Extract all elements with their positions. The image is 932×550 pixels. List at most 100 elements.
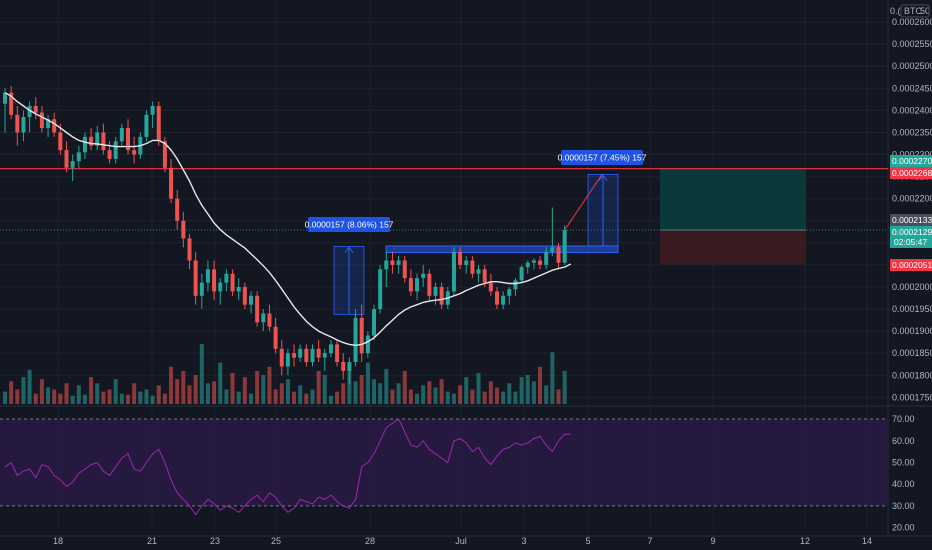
breakout-rectangle[interactable]	[385, 245, 619, 254]
volume-bar	[224, 389, 229, 404]
measure-right-label[interactable]: 0.0000157 (7.45%) 157	[558, 150, 647, 165]
volume-bar	[218, 362, 223, 404]
volume-bar	[82, 394, 87, 404]
price-tag-text: 0.0002270	[892, 156, 932, 166]
volume-bar	[162, 393, 167, 404]
price-tag-bg	[890, 214, 932, 226]
volume-bar	[482, 391, 487, 404]
volume-bar	[89, 377, 94, 404]
candle-body	[433, 286, 438, 296]
volume-bar	[335, 391, 340, 404]
volume-bar	[439, 379, 444, 404]
candle	[316, 339, 321, 363]
candle	[427, 269, 432, 301]
price-tick-label: 0.0001900	[892, 326, 932, 336]
currency-badge-border[interactable]	[900, 4, 930, 18]
candle-body	[310, 348, 315, 363]
candle	[464, 256, 469, 274]
candle-body	[249, 295, 253, 305]
target-zone[interactable]	[660, 167, 806, 231]
volume-bar	[390, 389, 395, 404]
candle-body	[562, 230, 567, 263]
candle	[273, 317, 278, 354]
volume-bar	[384, 368, 389, 404]
candle	[89, 128, 94, 151]
annotation-labels[interactable]: 0.0000157 (8.06%) 157 0.0000157 (7.45%) 1…	[305, 150, 647, 232]
volume-bar	[501, 391, 506, 404]
candle	[21, 110, 26, 142]
candle	[402, 256, 407, 283]
price-tags: 0.00022700.00022680.00021330.000212902:0…	[890, 155, 932, 271]
candle-body	[408, 278, 413, 292]
candle	[470, 256, 475, 279]
candle-body	[33, 105, 38, 113]
candle-body	[224, 273, 229, 283]
price-tag: 0.0002051	[890, 259, 932, 271]
candle-body	[230, 273, 235, 292]
candle	[488, 273, 493, 296]
candle	[205, 260, 210, 292]
candle-body	[126, 128, 130, 151]
volume-bar	[199, 344, 204, 404]
volume-bar	[562, 370, 567, 404]
candle	[46, 114, 51, 137]
time-tick-label: 23	[210, 536, 220, 546]
candle	[544, 247, 549, 270]
volume-bar	[415, 393, 420, 404]
rsi-pane: 70.00 60.00 50.00 40.00 30.00 20.00	[0, 414, 915, 533]
price-tag: 0.0002268	[890, 167, 932, 179]
volume-bar	[132, 383, 137, 404]
candle-body	[531, 260, 536, 263]
candle	[501, 291, 506, 310]
time-tick-label: 9	[710, 536, 715, 546]
candle-body	[273, 326, 278, 349]
volume-bar	[365, 362, 370, 404]
stop-zone[interactable]	[660, 230, 806, 265]
candle-body	[353, 317, 358, 363]
candle	[15, 105, 20, 146]
candle	[144, 110, 149, 142]
candle-body	[52, 119, 57, 133]
measure-left-label[interactable]: 0.0000157 (8.06%) 157	[305, 217, 394, 232]
candle	[224, 269, 229, 292]
volume-bar	[525, 375, 530, 404]
volume-bar	[144, 389, 149, 404]
candle-body	[58, 132, 63, 151]
candle-body	[476, 269, 481, 274]
candle-body	[193, 260, 198, 296]
candle-body	[501, 295, 506, 305]
candle	[408, 269, 413, 296]
candle	[52, 112, 57, 137]
volume-bar	[150, 395, 155, 404]
volume-bar	[212, 381, 217, 404]
time-axis[interactable]: 18 21 23 25 28 Jul 3 5 7 9 12 14	[53, 536, 872, 546]
price-tag-countdown: 02:05:47	[894, 237, 927, 247]
candle-body	[169, 167, 174, 199]
volume-bar	[353, 381, 358, 404]
volume-bar	[359, 375, 364, 404]
volume-bar	[101, 391, 106, 404]
volume-bar	[242, 377, 247, 404]
volume-bar	[205, 383, 210, 404]
candle-body	[205, 269, 210, 283]
candle-body	[156, 105, 161, 142]
volume-bar	[27, 369, 32, 404]
volume-bar	[531, 381, 536, 404]
currency-badge[interactable]: 0.( BTC 50	[890, 4, 930, 18]
candle-body	[328, 344, 333, 354]
candle	[365, 331, 370, 358]
volume-bar	[138, 391, 143, 404]
price-tick-label: 0.0002450	[892, 83, 932, 93]
price-tick-label: 0.0002400	[892, 105, 932, 115]
drawing-annotations[interactable]	[0, 168, 888, 315]
volume-bar	[58, 393, 63, 404]
volume-bar	[187, 385, 192, 404]
candle	[372, 304, 376, 340]
candle	[126, 119, 130, 155]
candle-body	[218, 282, 223, 292]
candle-body	[451, 251, 456, 292]
candle-body	[46, 119, 51, 129]
